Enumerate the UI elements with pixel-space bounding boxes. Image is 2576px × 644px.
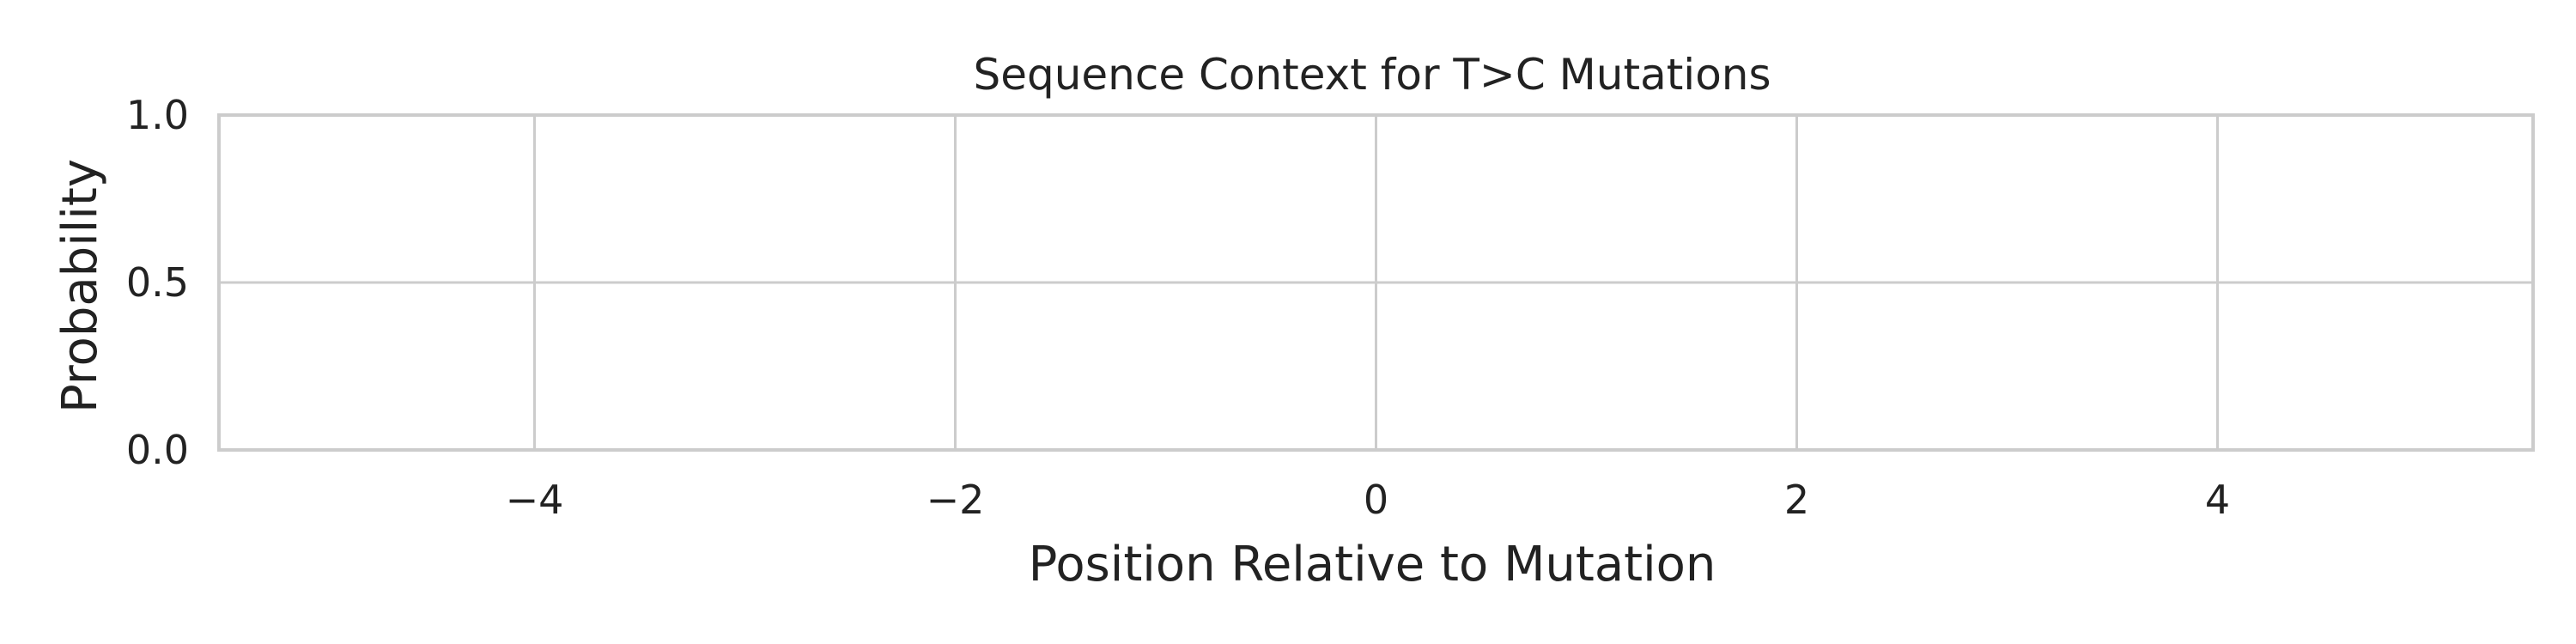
x-tick-label: 0 xyxy=(1364,477,1388,523)
x-tick-label: −4 xyxy=(506,477,564,523)
y-axis-label: Probability xyxy=(52,159,108,413)
x-tick-label: 2 xyxy=(1784,477,1809,523)
plot-frame xyxy=(217,113,2535,452)
y-tick-label: 1.0 xyxy=(126,92,189,138)
x-axis-label: Position Relative to Mutation xyxy=(1029,537,1716,592)
x-tick-label: −2 xyxy=(927,477,985,523)
y-tick-label: 0.5 xyxy=(126,259,189,306)
chart-title: Sequence Context for T>C Mutations xyxy=(973,50,1771,100)
x-tick-label: 4 xyxy=(2205,477,2230,523)
y-tick-label: 0.0 xyxy=(126,427,189,473)
x-tick-labels: −4 −2 0 2 4 xyxy=(506,477,2231,523)
y-tick-labels: 0.0 0.5 1.0 xyxy=(126,92,189,473)
grid-lines xyxy=(219,113,2533,452)
